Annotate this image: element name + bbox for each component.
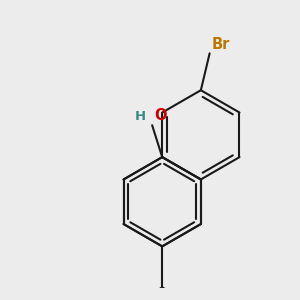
Text: Br: Br (212, 38, 230, 52)
Text: O: O (154, 108, 167, 123)
Text: H: H (135, 110, 146, 123)
